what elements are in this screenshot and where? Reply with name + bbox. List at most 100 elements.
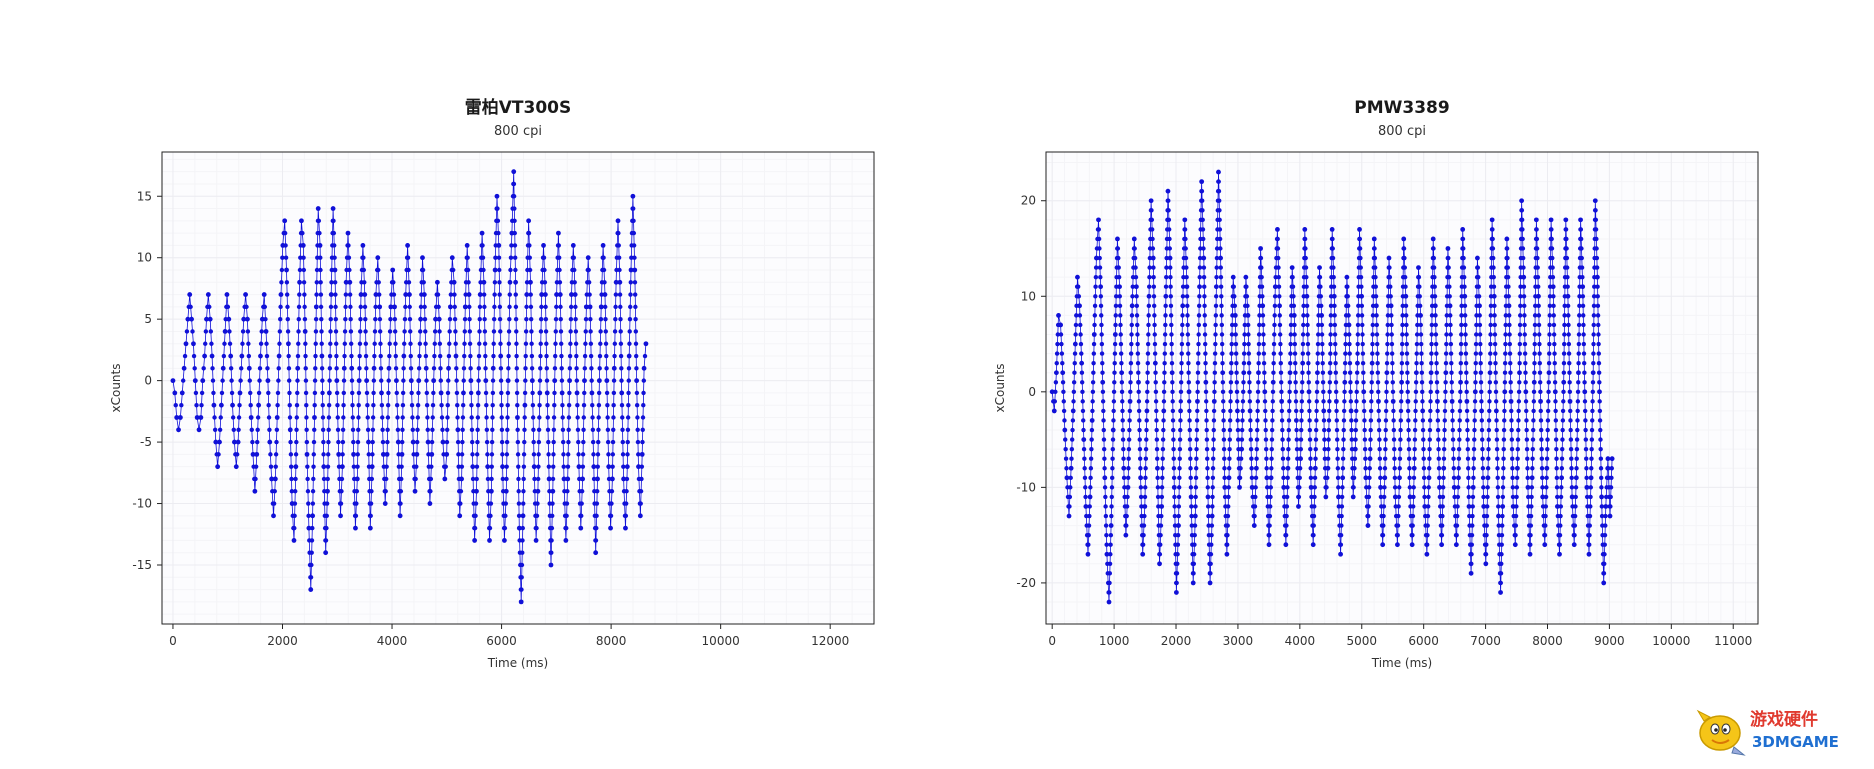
data-point	[1462, 313, 1468, 318]
data-point	[459, 452, 465, 457]
data-point	[1099, 313, 1104, 318]
data-point	[1403, 284, 1408, 289]
data-point	[1159, 504, 1165, 509]
data-point	[1287, 389, 1292, 395]
data-point	[321, 464, 327, 470]
data-point	[366, 452, 371, 457]
data-point	[295, 390, 300, 396]
data-point	[262, 304, 268, 310]
data-point	[1591, 332, 1596, 337]
data-point	[326, 439, 331, 445]
data-point	[601, 255, 606, 260]
data-point	[1495, 485, 1501, 490]
data-point	[1159, 513, 1164, 519]
data-point	[407, 304, 412, 310]
data-point	[1587, 542, 1592, 547]
data-point	[1083, 504, 1089, 509]
data-point	[1503, 351, 1508, 356]
data-point	[1587, 523, 1592, 528]
data-point	[417, 353, 422, 359]
data-point	[582, 366, 588, 371]
data-point	[1553, 418, 1559, 423]
data-point	[522, 439, 527, 445]
data-point	[1143, 446, 1149, 452]
data-point	[240, 329, 246, 334]
data-point	[303, 366, 308, 371]
data-point	[327, 378, 332, 383]
data-point	[1351, 475, 1357, 481]
data-point	[1537, 351, 1542, 356]
data-point	[428, 489, 433, 494]
data-point	[537, 403, 542, 408]
data-point	[1404, 351, 1410, 356]
chart-subtitle: 800 cpi	[494, 124, 542, 139]
data-point	[1170, 399, 1175, 404]
data-point	[348, 329, 354, 334]
data-point	[326, 403, 332, 408]
data-point	[1185, 341, 1191, 347]
data-point	[1469, 552, 1474, 557]
data-point	[1201, 255, 1207, 261]
data-point	[286, 366, 292, 371]
data-point	[1308, 475, 1314, 481]
data-point	[509, 243, 514, 248]
data-point	[1296, 504, 1301, 509]
data-point	[1479, 427, 1485, 433]
data-point	[1185, 322, 1190, 328]
data-point	[529, 353, 535, 359]
data-point	[1410, 523, 1415, 528]
data-point	[1126, 446, 1132, 452]
data-point	[380, 451, 386, 457]
data-point	[1373, 303, 1379, 309]
data-point	[1209, 523, 1215, 528]
data-point	[1538, 427, 1544, 433]
data-point	[1276, 255, 1281, 261]
data-point	[1354, 399, 1359, 404]
data-point	[596, 403, 602, 408]
data-point	[1263, 427, 1268, 433]
data-point	[537, 378, 543, 383]
data-point	[227, 341, 233, 346]
data-point	[304, 415, 309, 420]
data-point	[430, 415, 435, 420]
data-point	[1327, 380, 1333, 385]
data-point	[1396, 513, 1401, 519]
data-point	[604, 353, 609, 359]
data-point	[1356, 303, 1361, 309]
data-point	[1465, 418, 1470, 423]
data-point	[1584, 456, 1589, 461]
data-point	[1088, 485, 1093, 490]
data-point	[1307, 399, 1312, 404]
data-point	[1382, 456, 1388, 461]
data-point	[1598, 466, 1604, 471]
data-point	[1314, 399, 1319, 404]
data-point	[371, 390, 376, 396]
data-point	[1567, 380, 1572, 385]
data-point	[1186, 380, 1192, 385]
data-point	[380, 415, 385, 420]
data-point	[516, 476, 521, 482]
data-point	[371, 378, 377, 383]
data-point	[1093, 284, 1098, 289]
data-point	[1108, 542, 1113, 547]
data-point	[1213, 313, 1219, 318]
data-point	[436, 304, 441, 310]
data-point	[1370, 322, 1376, 328]
data-point	[1530, 427, 1536, 433]
data-point	[522, 402, 528, 408]
data-point	[1591, 360, 1596, 366]
data-point	[267, 439, 273, 445]
data-point	[1477, 313, 1482, 318]
data-point	[446, 365, 451, 371]
data-point	[1141, 523, 1147, 528]
data-point	[1285, 456, 1291, 461]
x-tick-label: 3000	[1223, 634, 1254, 648]
data-point	[1446, 255, 1451, 261]
data-point	[1543, 523, 1548, 528]
data-point	[1518, 313, 1523, 318]
data-point	[1210, 494, 1215, 500]
data-point	[308, 587, 314, 592]
data-point	[339, 489, 344, 494]
data-point	[1538, 389, 1543, 395]
data-point	[1449, 370, 1454, 375]
